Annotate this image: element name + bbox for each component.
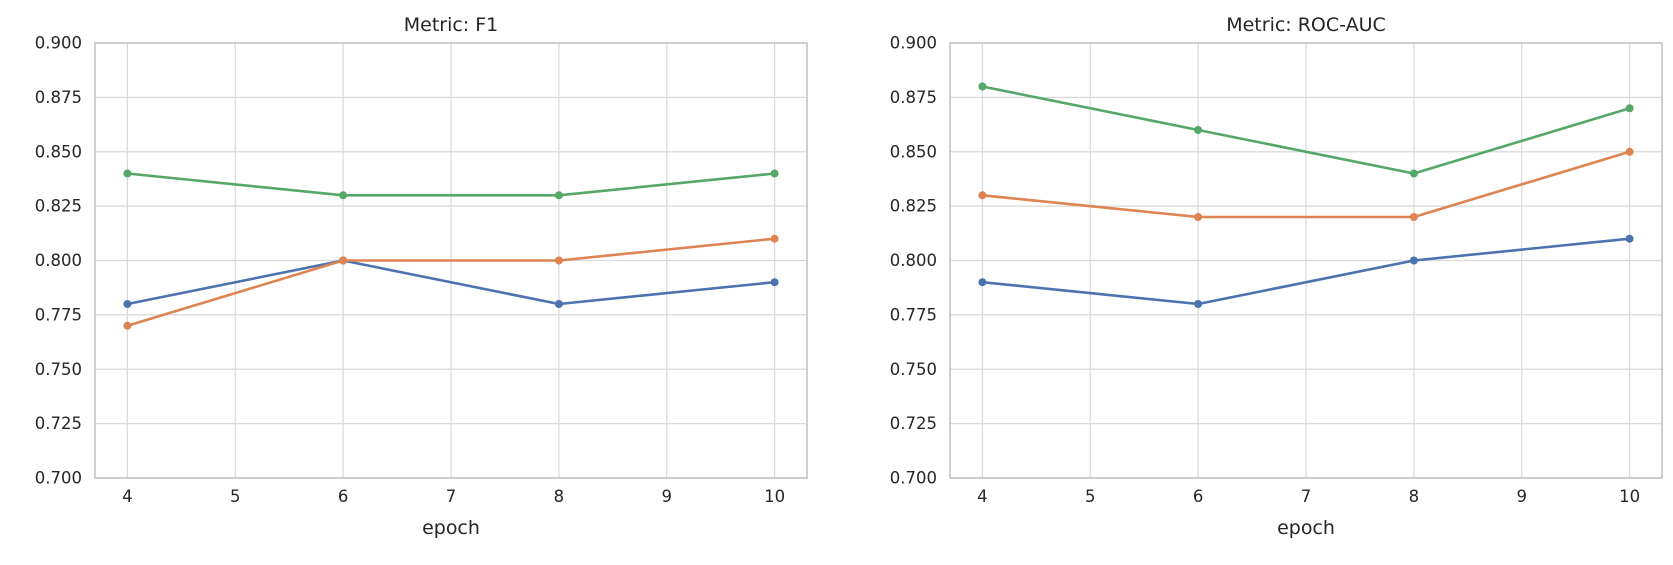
y-tick-label: 0.875: [890, 88, 937, 107]
data-point-marker: [1409, 169, 1418, 178]
chart-title: Metric: ROC-AUC: [1226, 14, 1386, 36]
data-point-marker: [1625, 104, 1634, 113]
y-tick-label: 0.900: [35, 34, 82, 53]
plot-border: [949, 42, 1663, 479]
y-tick-label: 0.750: [890, 360, 937, 379]
y-tick-label: 0.750: [35, 360, 82, 379]
series-line: [126, 259, 776, 306]
y-tick-label: 0.700: [890, 469, 937, 488]
subplot-2: 0.700 0.725 0.750 0.775 0.800 0.825 0.850 0.875…: [890, 14, 1663, 539]
y-tick-label: 0.850: [890, 142, 937, 161]
x-tick-label: 8: [1409, 487, 1420, 506]
series-line: [126, 172, 776, 197]
y-tick-label: 0.775: [35, 305, 82, 324]
x-tick-label: 6: [1193, 487, 1204, 506]
series-3: [978, 82, 1634, 178]
data-point-marker: [123, 300, 132, 308]
series-line: [126, 237, 776, 327]
y-tick-label: 0.825: [35, 197, 82, 216]
data-point-marker: [1194, 126, 1203, 134]
data-point-marker: [339, 191, 348, 200]
plot-border: [94, 42, 808, 479]
y-tick-label: 0.775: [890, 305, 937, 324]
data-point-marker: [339, 256, 348, 265]
x-tick-label: 8: [554, 487, 565, 506]
data-point-marker: [978, 82, 987, 91]
y-tick-label: 0.725: [35, 414, 82, 433]
data-point-marker: [1409, 256, 1418, 265]
x-tick-label: 9: [1517, 487, 1528, 506]
x-axis-label: epoch: [422, 517, 480, 539]
chart-title: Metric: F1: [404, 14, 499, 36]
data-point-marker: [554, 191, 563, 200]
series-line: [981, 85, 1631, 175]
data-point-marker: [978, 191, 987, 200]
data-point-marker: [123, 169, 132, 178]
y-tick-label: 0.900: [890, 34, 937, 53]
data-point-marker: [1194, 213, 1203, 221]
y-tick-label: 0.725: [890, 414, 937, 433]
series-line: [981, 237, 1631, 306]
data-point-marker: [554, 256, 563, 265]
data-point-marker: [1409, 213, 1418, 221]
data-point-marker: [978, 278, 987, 287]
data-point-marker: [1625, 147, 1634, 156]
x-tick-label: 10: [764, 487, 785, 506]
data-point-marker: [123, 321, 132, 330]
data-point-marker: [770, 278, 779, 287]
data-point-marker: [554, 300, 563, 308]
x-tick-label: 10: [1619, 487, 1640, 506]
series-2: [123, 234, 779, 330]
data-point-marker: [1194, 300, 1203, 308]
y-tick-label: 0.850: [35, 142, 82, 161]
y-tick-label: 0.700: [35, 469, 82, 488]
data-point-marker: [770, 234, 779, 243]
x-tick-label: 7: [446, 487, 457, 506]
y-tick-label: 0.800: [890, 251, 937, 270]
subplot-1: 0.700 0.725 0.750 0.775 0.800 0.825 0.850 0.875…: [35, 14, 808, 539]
y-tick-label: 0.800: [35, 251, 82, 270]
series-3: [123, 169, 779, 200]
x-axis-label: epoch: [1277, 517, 1335, 539]
data-point-marker: [770, 169, 779, 178]
x-tick-label: 5: [1085, 487, 1096, 506]
series-1: [978, 234, 1634, 308]
x-tick-label: 9: [662, 487, 673, 506]
x-tick-label: 4: [122, 487, 133, 506]
series-line: [981, 150, 1631, 219]
x-tick-label: 6: [338, 487, 349, 506]
x-tick-label: 7: [1301, 487, 1312, 506]
x-tick-label: 4: [977, 487, 988, 506]
x-tick-label: 5: [230, 487, 241, 506]
y-tick-label: 0.875: [35, 88, 82, 107]
y-tick-label: 0.825: [890, 197, 937, 216]
series-2: [978, 147, 1634, 221]
data-point-marker: [1625, 234, 1634, 243]
